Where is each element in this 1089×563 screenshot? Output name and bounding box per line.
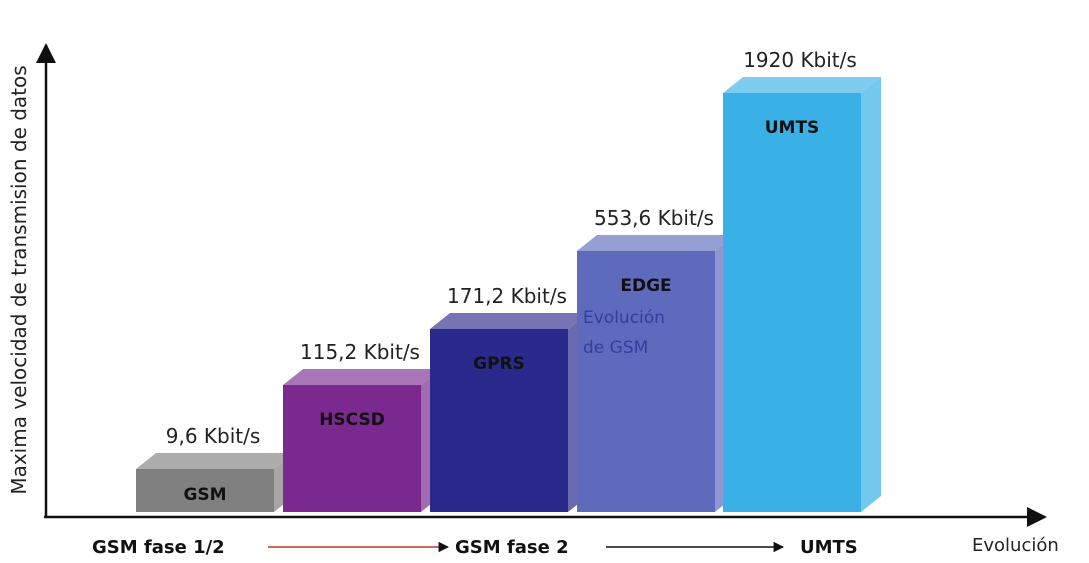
phase-label-3: UMTS [800, 537, 858, 558]
bar-front-face [430, 329, 568, 512]
bar-top-face [283, 369, 441, 385]
bar-name-label: GPRS [473, 354, 525, 374]
bar-name-label: HSCSD [319, 410, 385, 430]
bar-value-label: 553,6 Kbit/s [594, 206, 714, 230]
y-axis-label: Maxima velocidad de transmision de datos [7, 65, 31, 494]
bar-umts: UMTS 1920 Kbit/s [723, 48, 881, 512]
bar-top-face [430, 313, 588, 329]
bar-value-label: 1920 Kbit/s [743, 48, 857, 72]
bar-extra-text: de GSM [583, 338, 648, 358]
x-axis-label: Evolución [972, 535, 1059, 556]
bar-front-face [577, 251, 715, 512]
bar-hscsd: HSCSD 115,2 Kbit/s [283, 340, 441, 512]
bar-top-face [136, 453, 294, 469]
bar-front-face [723, 93, 861, 512]
bar-gprs: GPRS 171,2 Kbit/s [430, 284, 588, 512]
bar-extra-text: Evolución [583, 308, 665, 328]
bar-gsm: GSM 9,6 Kbit/s [136, 424, 294, 512]
bar-name-label: GSM [183, 485, 226, 505]
bar-front-face [136, 469, 274, 512]
bar-side-face [861, 77, 881, 512]
bar-top-face [577, 235, 735, 251]
bar-edge: EDGE 553,6 Kbit/s Evolución de GSM [577, 206, 735, 512]
bar-name-label: UMTS [765, 118, 820, 138]
bar-top-face [723, 77, 881, 93]
phase-label-1: GSM fase 1/2 [92, 537, 225, 558]
bars-group: GSM 9,6 Kbit/s HSCSD 115,2 Kbit/s GPRS 171,2 … [136, 48, 881, 512]
bar-front-face [283, 385, 421, 512]
bar-value-label: 115,2 Kbit/s [300, 340, 420, 364]
bar-value-label: 171,2 Kbit/s [447, 284, 567, 308]
bar-value-label: 9,6 Kbit/s [166, 424, 261, 448]
bar-name-label: EDGE [620, 276, 671, 296]
phase-label-2: GSM fase 2 [455, 537, 569, 558]
